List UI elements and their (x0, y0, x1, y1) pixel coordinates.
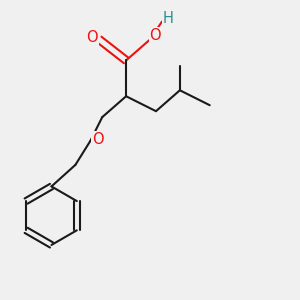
Text: O: O (86, 30, 98, 45)
Text: O: O (92, 132, 103, 147)
Text: H: H (163, 11, 174, 26)
Text: O: O (150, 28, 161, 43)
